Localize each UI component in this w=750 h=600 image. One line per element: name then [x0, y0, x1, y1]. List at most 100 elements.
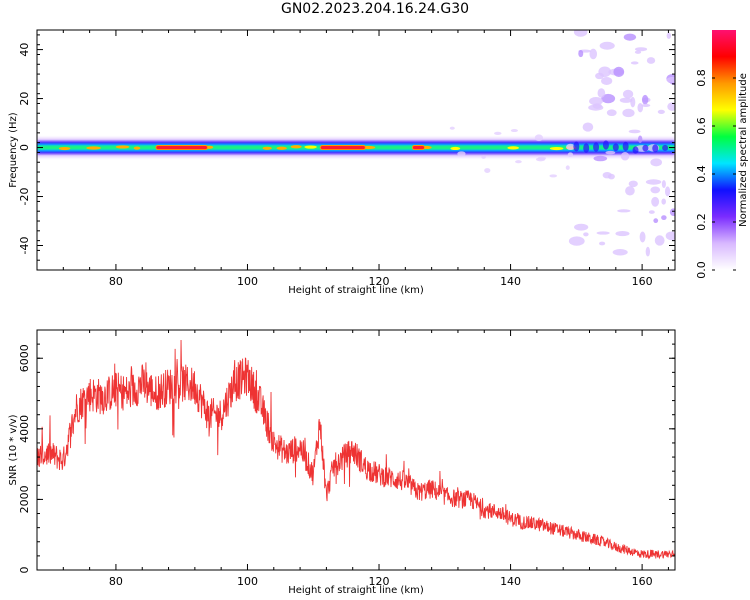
noise-blob: [641, 103, 651, 107]
noise-blob: [615, 230, 630, 237]
noise-blob: [665, 186, 671, 197]
noise-blob: [583, 232, 589, 237]
noise-blob: [599, 41, 615, 50]
snr-y-tick-label: 2000: [18, 485, 31, 513]
spectrogram-panel: 80 100 120 140 160 -40 -20 0 20 40 Height of stra…: [8, 29, 676, 296]
colorbar-tick-label: 0.4: [695, 165, 708, 183]
noise-blob: [593, 155, 608, 162]
spectrogram-x-tick-label: 160: [632, 275, 653, 288]
band-hotspot: [549, 146, 564, 151]
snr-y-axis-label: SNR (10 * v/v): [8, 414, 19, 485]
noise-blob: [510, 129, 518, 133]
noise-blob: [623, 33, 637, 41]
band-noise-core: [632, 146, 639, 154]
noise-blob: [449, 126, 455, 130]
spectrogram-x-tick-label: 140: [500, 275, 521, 288]
noise-blob: [601, 93, 616, 104]
snr-ticks: 80 100 120 140 160 0 2000 4000 6000: [18, 329, 675, 588]
band-hotspot: [133, 146, 141, 150]
snr-x-tick-label: 120: [369, 575, 390, 588]
noise-blob: [639, 231, 646, 243]
spectrogram-y-tick-label: 0: [18, 144, 31, 151]
noise-blob: [606, 109, 617, 117]
noise-blob: [622, 108, 635, 118]
spectrogram-x-tick-label: 80: [109, 275, 123, 288]
band-noise-core: [642, 144, 649, 152]
noise-blob: [589, 48, 598, 60]
noise-blob: [601, 76, 613, 85]
noise-blob: [645, 179, 662, 185]
colorbar-gradient: [712, 30, 736, 270]
noise-blob: [589, 97, 603, 106]
band-hotspot: [262, 146, 272, 150]
noise-blob: [596, 231, 610, 235]
snr-frame: [36, 329, 676, 571]
noise-blob: [534, 134, 543, 142]
noise-blob: [573, 30, 588, 37]
figure-title: GN02.2023.204.16.24.G30: [280, 1, 470, 17]
noise-blob: [457, 151, 466, 157]
noise-blob: [667, 102, 675, 111]
noise-blob: [565, 165, 570, 170]
colorbar-ticks: 0.0 0.2 0.4 0.6 0.8: [695, 69, 736, 279]
band-noise-core: [583, 143, 590, 153]
noise-blob: [566, 143, 575, 151]
noise-blob: [651, 196, 660, 207]
noise-blob: [598, 66, 612, 78]
noise-blob: [637, 135, 643, 143]
spectrogram-heatmap: [37, 30, 675, 257]
snr-y-tick-label: 6000: [18, 344, 31, 372]
noise-blob: [617, 209, 631, 213]
colorbar-tick-label: 0.2: [695, 213, 708, 231]
noise-blob: [669, 208, 675, 217]
spectrogram-y-tick-label: -20: [18, 188, 31, 206]
band-noise-core: [622, 141, 629, 151]
noise-blob: [666, 76, 675, 83]
noise-blob: [602, 171, 612, 179]
colorbar-label: Normalized spectral amplitude: [738, 73, 749, 227]
band-noise-core: [612, 143, 619, 152]
noise-blob: [661, 180, 666, 188]
snr-x-tick-label: 100: [237, 575, 258, 588]
snr-y-tick-label: 4000: [18, 415, 31, 443]
noise-blob: [650, 186, 661, 194]
noise-blob: [597, 88, 606, 98]
band-noise-core: [662, 144, 669, 151]
noise-blob: [484, 168, 491, 173]
noise-blob: [657, 109, 665, 115]
noise-blob: [650, 158, 663, 167]
noise-blob: [578, 49, 584, 58]
band-hotspot: [507, 146, 520, 150]
colorbar-tick-label: 0.0: [695, 261, 708, 279]
spectrogram-y-tick-label: -40: [18, 237, 31, 255]
snr-y-tick-label: 0: [18, 567, 31, 574]
snr-series-line: [37, 339, 675, 560]
noise-blob: [481, 155, 486, 159]
noise-blob: [620, 151, 630, 161]
band-noise-core: [602, 140, 609, 150]
band-bright-segment: [320, 145, 365, 150]
colorbar-tick-label: 0.8: [695, 69, 708, 87]
band-hotspot: [58, 146, 71, 151]
noise-blob: [622, 89, 634, 99]
spectrogram-y-tick-label: 20: [18, 92, 31, 106]
noise-blob: [661, 198, 666, 205]
noise-blob: [630, 96, 636, 108]
noise-blob: [568, 236, 585, 246]
noise-blob: [628, 129, 641, 134]
spectrogram-ticks: 80 100 120 140 160 -40 -20 0 20 40: [18, 30, 675, 288]
noise-blob: [653, 218, 659, 224]
noise-blob: [549, 174, 558, 178]
noise-blob: [605, 150, 616, 155]
noise-blob: [625, 186, 635, 196]
noise-blob: [619, 97, 633, 103]
noise-blob: [637, 102, 644, 113]
spectrogram-y-tick-label: 40: [18, 43, 31, 57]
noise-blob: [537, 156, 547, 160]
snr-x-tick-label: 80: [109, 575, 123, 588]
band-hotspot: [290, 145, 302, 149]
noise-blob: [567, 152, 574, 158]
noise-blob: [661, 215, 667, 221]
band-hotspot: [115, 145, 130, 149]
